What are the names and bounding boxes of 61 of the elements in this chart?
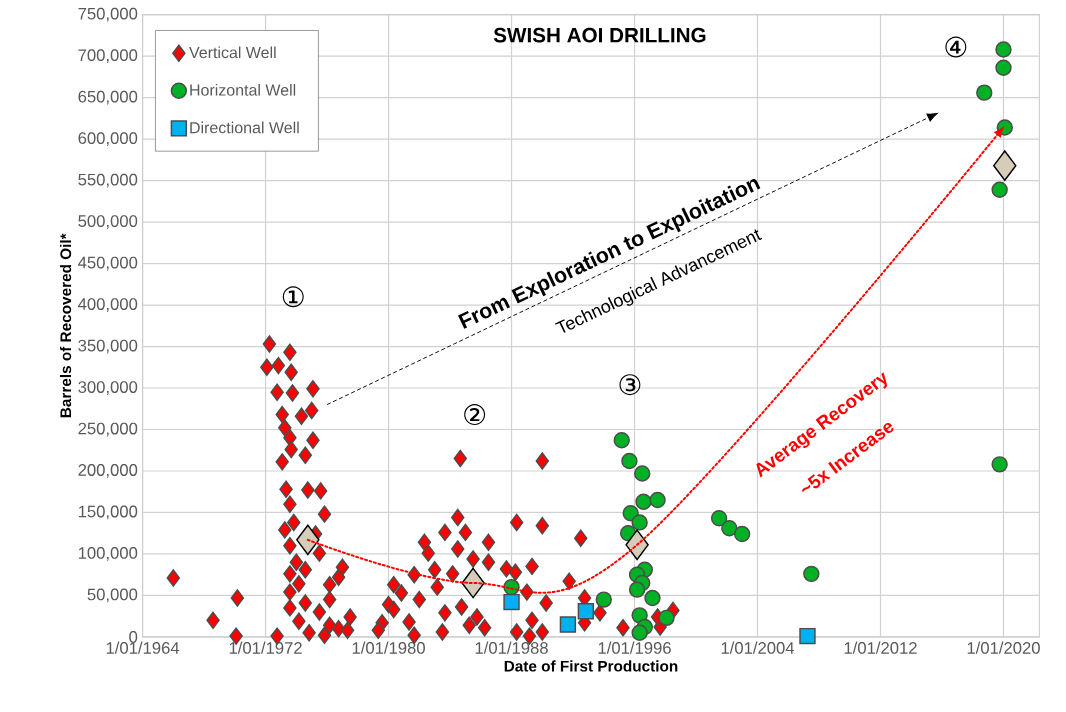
legend-label: Vertical Well <box>189 46 276 59</box>
x-tick-label: 1/01/2020 <box>967 641 1040 655</box>
y-tick-label: 650,000 <box>78 90 138 105</box>
x-tick-label: 1/01/2004 <box>721 641 795 655</box>
legend-label: Horizontal Well <box>190 84 296 96</box>
point <box>635 493 652 511</box>
annotation: ① <box>282 286 304 308</box>
y-tick-label: 300,000 <box>78 381 138 396</box>
point <box>634 465 651 482</box>
y-tick-label: 100,000 <box>78 547 138 562</box>
y-tick-label: 450,000 <box>78 256 138 271</box>
point <box>631 514 648 531</box>
annotation: ④ <box>945 36 967 58</box>
annotation: ② <box>464 404 486 426</box>
point <box>644 589 661 607</box>
point <box>595 591 612 609</box>
point <box>976 84 993 102</box>
y-tick-label: 50,000 <box>87 588 138 603</box>
point <box>559 616 577 633</box>
point <box>631 624 648 642</box>
point <box>799 628 816 645</box>
x-tick-label: 1/01/1988 <box>475 641 548 655</box>
x-tick-label: 1/01/1980 <box>352 641 425 655</box>
y-tick-label: 400,000 <box>78 298 138 313</box>
point <box>649 492 666 509</box>
point <box>803 565 820 583</box>
y-tick-label: 550,000 <box>78 173 138 188</box>
point <box>461 567 485 599</box>
point <box>613 432 630 449</box>
point <box>991 181 1008 199</box>
chart-title: SWISH AOI DRILLING <box>493 28 706 43</box>
y-tick-label: 150,000 <box>78 505 138 520</box>
point <box>993 150 1017 182</box>
point <box>621 453 638 470</box>
x-tick-label: 1/01/1964 <box>106 641 180 655</box>
y-tick-label: 600,000 <box>78 132 138 147</box>
x-tick-label: 1/01/1972 <box>229 641 302 655</box>
y-tick-label: 250,000 <box>78 422 138 437</box>
point <box>733 526 751 543</box>
x-tick-label: 1/01/2012 <box>844 641 917 655</box>
y-tick-label: 750,000 <box>78 7 138 22</box>
point <box>503 594 520 611</box>
point <box>995 59 1012 77</box>
x-axis-title: Date of First Production <box>504 660 678 672</box>
point <box>710 510 728 527</box>
y-tick-label: 500,000 <box>78 215 138 230</box>
x-tick-label: 1/01/1996 <box>598 641 671 655</box>
annotation: ③ <box>619 374 641 396</box>
point <box>995 41 1012 58</box>
point <box>721 520 738 537</box>
point <box>625 529 649 561</box>
y-tick-label: 350,000 <box>78 339 138 354</box>
point <box>296 524 320 556</box>
legend-label: Directional Well <box>190 121 299 134</box>
point <box>577 603 595 620</box>
point <box>991 456 1008 473</box>
y-axis-title: Barrels of Recovered Oil* <box>59 233 72 418</box>
y-tick-label: 0 <box>129 631 138 644</box>
y-tick-label: 200,000 <box>78 464 138 479</box>
point <box>628 581 646 599</box>
y-tick-label: 700,000 <box>78 49 138 64</box>
